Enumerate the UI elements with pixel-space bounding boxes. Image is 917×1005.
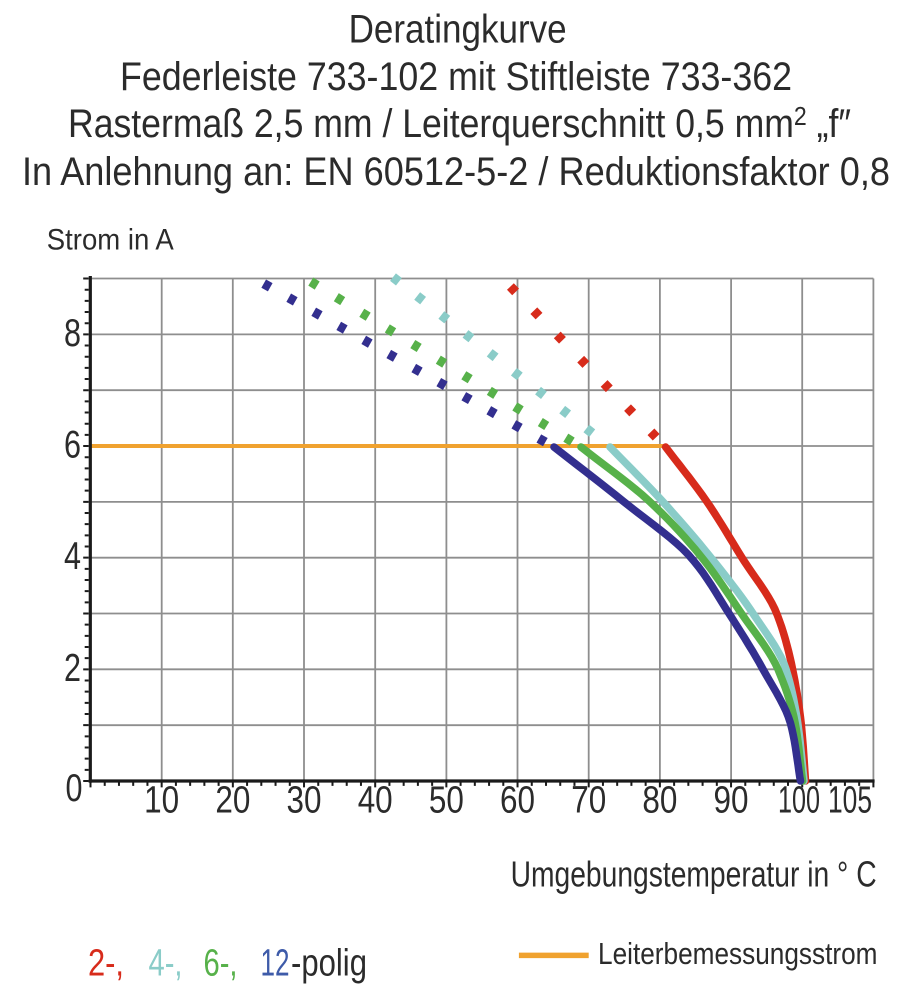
- svg-text:Umgebungstemperatur in ° C: Umgebungstemperatur in ° C: [511, 854, 877, 895]
- svg-text:70: 70: [571, 780, 606, 822]
- svg-text:4-,: 4-,: [149, 942, 183, 984]
- svg-text:Rastermaß 2,5 mm / Leiterquers: Rastermaß 2,5 mm / Leiterquerschnitt 0,5…: [68, 101, 851, 146]
- svg-text:6-,: 6-,: [204, 942, 238, 984]
- svg-text:12: 12: [261, 942, 290, 984]
- svg-text:6: 6: [64, 424, 81, 467]
- svg-text:-polig: -polig: [291, 942, 367, 984]
- svg-text:105: 105: [828, 780, 872, 822]
- svg-text:8: 8: [64, 312, 81, 355]
- svg-text:In Anlehnung an: EN 60512-5-2: In Anlehnung an: EN 60512-5-2 / Reduktio…: [22, 150, 890, 194]
- svg-text:100: 100: [778, 780, 820, 822]
- svg-text:Federleiste 733-102 mit Stiftl: Federleiste 733-102 mit Stiftleiste 733-…: [120, 55, 792, 99]
- svg-text:4: 4: [64, 535, 81, 578]
- svg-text:50: 50: [429, 780, 464, 822]
- svg-text:2: 2: [64, 647, 81, 690]
- svg-text:Strom in A: Strom in A: [47, 224, 174, 257]
- svg-text:Deratingkurve: Deratingkurve: [349, 7, 567, 51]
- svg-text:80: 80: [642, 780, 677, 822]
- svg-text:10: 10: [144, 780, 179, 822]
- svg-text:0: 0: [66, 767, 83, 810]
- svg-text:40: 40: [358, 780, 393, 822]
- svg-text:Leiterbemessungsstrom: Leiterbemessungsstrom: [598, 936, 878, 971]
- svg-text:2-,: 2-,: [88, 942, 124, 984]
- svg-text:20: 20: [215, 780, 250, 822]
- svg-text:90: 90: [714, 780, 749, 822]
- svg-text:60: 60: [500, 780, 535, 822]
- svg-text:30: 30: [287, 780, 322, 822]
